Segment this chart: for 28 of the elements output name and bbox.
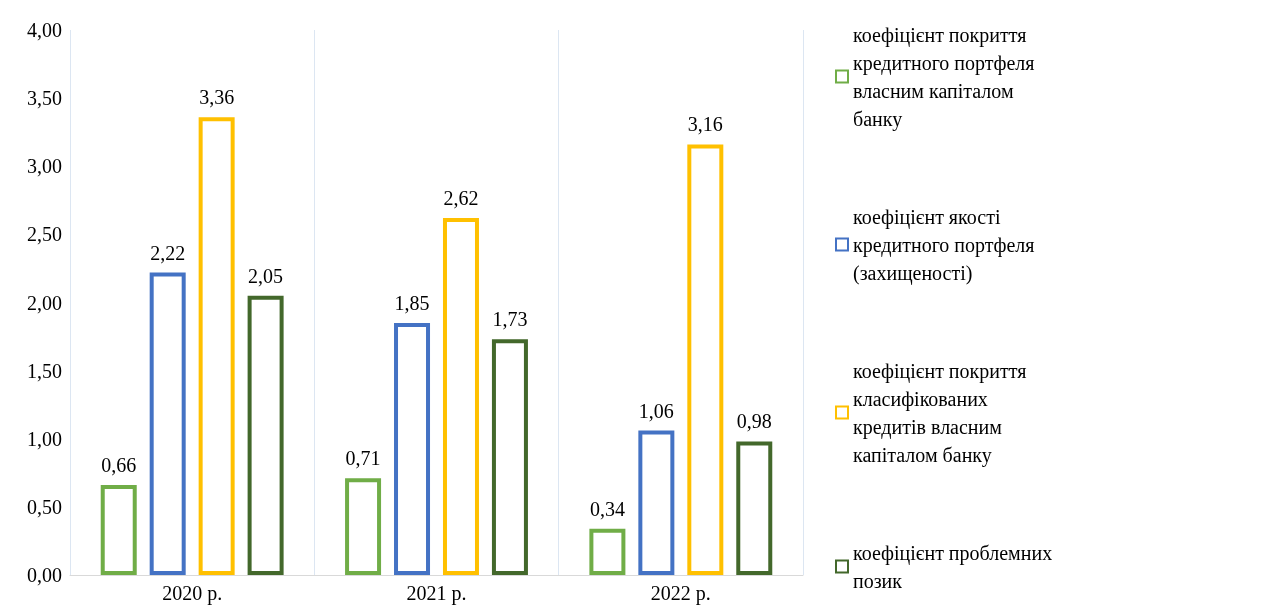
data-label: 0,71 xyxy=(345,447,381,470)
legend-label: коефіцієнт якості кредитного портфеля (захищеності) xyxy=(853,205,1040,285)
data-label: 2,22 xyxy=(150,241,186,264)
data-label: 3,36 xyxy=(199,86,235,109)
y-tick-label: 3,00 xyxy=(27,155,62,178)
legend-label: коефіцієнт покриття кредитного портфеля власним капіталом банку xyxy=(853,23,1040,131)
data-label: 2,62 xyxy=(443,187,479,210)
y-tick-label: 2,50 xyxy=(27,223,62,246)
x-tick-label: 2020 р. xyxy=(162,582,223,605)
y-tick-label: 3,50 xyxy=(27,87,62,110)
data-label: 0,98 xyxy=(736,410,772,433)
data-label: 1,85 xyxy=(394,291,430,314)
legend-label: коефіцієнт проблемних позик xyxy=(853,541,1058,592)
y-tick-label: 0,00 xyxy=(27,564,62,586)
data-label: 1,06 xyxy=(638,399,674,422)
y-tick-label: 0,50 xyxy=(27,495,62,518)
data-label: 2,05 xyxy=(248,264,284,287)
y-tick-label: 1,00 xyxy=(27,427,62,450)
data-label: 0,66 xyxy=(101,454,137,477)
y-tick-label: 4,00 xyxy=(27,19,62,41)
y-tick-label: 1,50 xyxy=(27,359,62,382)
y-tick-label: 2,00 xyxy=(27,291,62,314)
x-tick-label: 2021 р. xyxy=(406,582,467,605)
data-label: 0,34 xyxy=(589,497,625,520)
x-tick-label: 2022 р. xyxy=(650,582,711,605)
data-label: 1,73 xyxy=(492,308,528,331)
data-label: 3,16 xyxy=(687,113,723,136)
legend-label: коефіцієнт покриття класифікованих кредитів власним капіталом банку xyxy=(853,359,1032,467)
